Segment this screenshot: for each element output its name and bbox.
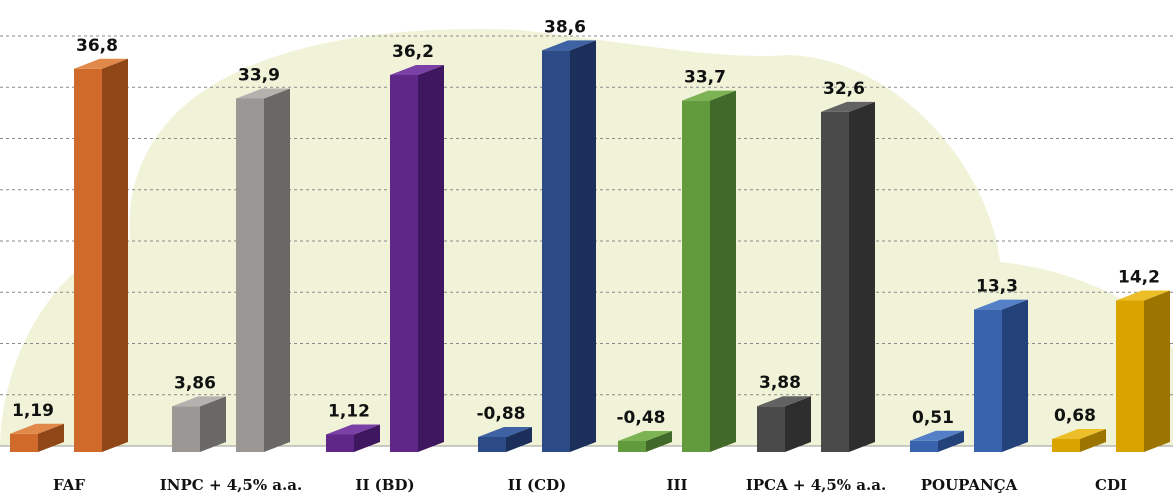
bar-front <box>821 111 849 452</box>
bar-side <box>1144 290 1170 452</box>
category-label: POUPANÇA <box>921 476 1018 494</box>
bar-side <box>354 424 380 452</box>
bar <box>172 396 226 452</box>
bar-side <box>102 58 128 453</box>
category-label: CDI <box>1095 476 1127 494</box>
bar-top <box>1116 290 1170 301</box>
bar-front <box>910 440 938 452</box>
bar <box>10 423 64 452</box>
value-label: 3,88 <box>759 373 801 393</box>
value-label: 13,3 <box>976 277 1018 297</box>
bar-top <box>10 423 64 434</box>
value-label: -0,88 <box>477 404 526 424</box>
value-label: 3,86 <box>174 373 216 393</box>
category-label: II (CD) <box>508 476 566 494</box>
bar-front <box>542 50 570 452</box>
value-label: 33,7 <box>684 68 726 88</box>
value-label: 1,12 <box>328 402 370 422</box>
value-label: 1,19 <box>12 401 54 421</box>
bar-front <box>236 98 264 453</box>
category-label: III <box>666 476 687 494</box>
bar-front <box>10 433 38 452</box>
bar-top <box>172 396 226 407</box>
bar-top <box>390 64 444 75</box>
bar <box>618 431 672 452</box>
bar-top <box>910 430 964 441</box>
bar-side <box>418 64 444 452</box>
bar-front <box>682 100 710 452</box>
bar-front <box>974 309 1002 452</box>
bar-side <box>785 396 811 452</box>
bar-top <box>757 396 811 407</box>
bar-side <box>570 40 596 452</box>
bar-front <box>326 434 354 452</box>
bar-side <box>710 90 736 452</box>
bar-side <box>200 396 226 452</box>
bar-top <box>478 426 532 437</box>
bar <box>478 426 532 452</box>
bar-top <box>974 299 1028 310</box>
bar-front <box>74 68 102 453</box>
bar-side <box>264 88 290 453</box>
bar-side <box>646 431 672 452</box>
bar-top <box>821 101 875 112</box>
bar-side <box>849 101 875 452</box>
bar-front <box>172 406 200 452</box>
value-label: 0,68 <box>1054 406 1096 426</box>
bar <box>757 396 811 452</box>
bar-top <box>236 88 290 99</box>
value-label: 0,51 <box>912 408 954 428</box>
category-label: FAF <box>53 476 85 494</box>
bar-front <box>390 74 418 452</box>
value-label: 36,2 <box>392 42 434 62</box>
category-labels: FAF INPC + 4,5% a.a. II (BD) II (CD) III IPCA… <box>53 476 1127 494</box>
value-label: 36,8 <box>76 36 118 56</box>
bar-side <box>938 430 964 452</box>
bar <box>974 299 1028 452</box>
bar <box>1052 429 1106 452</box>
bar-top <box>682 90 736 101</box>
bar-front <box>1116 300 1144 452</box>
bar <box>682 90 736 452</box>
bar <box>910 430 964 452</box>
bar-front <box>1052 439 1080 452</box>
bar-top <box>326 424 380 435</box>
bar-top <box>74 58 128 69</box>
bar-top <box>618 431 672 441</box>
value-labels: 1,19 36,8 3,86 33,9 1,12 36,2 -0,88 38,6 -0,48 33… <box>12 17 1160 428</box>
value-label: 32,6 <box>823 79 865 99</box>
bar <box>1116 290 1170 452</box>
bar-front <box>757 406 785 452</box>
bar-side <box>1080 429 1106 452</box>
value-label: -0,48 <box>617 408 666 428</box>
bar-top <box>1052 429 1106 440</box>
value-label: 38,6 <box>544 17 586 37</box>
bar <box>821 101 875 452</box>
category-label: INPC + 4,5% a.a. <box>160 476 302 494</box>
bar-side <box>506 426 532 452</box>
bar <box>390 64 444 452</box>
category-label: II (BD) <box>355 476 414 494</box>
category-label: IPCA + 4,5% a.a. <box>746 476 886 494</box>
value-label: 14,2 <box>1118 267 1160 287</box>
value-label: 33,9 <box>238 66 280 86</box>
bar-side <box>38 423 64 452</box>
bar-side <box>1002 299 1028 452</box>
bar-front <box>478 436 506 452</box>
bar <box>542 40 596 452</box>
bar-top <box>542 40 596 51</box>
bar-front <box>618 441 646 452</box>
bars <box>10 40 1170 453</box>
bar <box>236 88 290 453</box>
bar <box>74 58 128 453</box>
bar <box>326 424 380 452</box>
